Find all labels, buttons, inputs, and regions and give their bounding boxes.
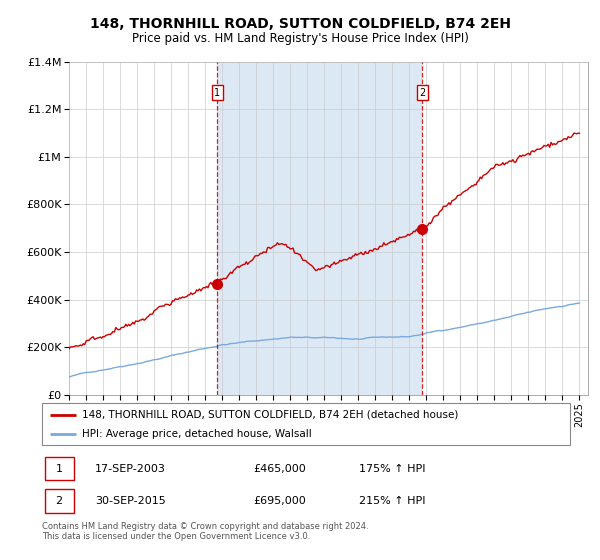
Text: Price paid vs. HM Land Registry's House Price Index (HPI): Price paid vs. HM Land Registry's House …	[131, 32, 469, 45]
Text: £695,000: £695,000	[253, 496, 306, 506]
FancyBboxPatch shape	[44, 489, 74, 512]
Text: HPI: Average price, detached house, Walsall: HPI: Average price, detached house, Wals…	[82, 429, 311, 439]
Text: 215% ↑ HPI: 215% ↑ HPI	[359, 496, 425, 506]
FancyBboxPatch shape	[42, 403, 570, 445]
Text: 2: 2	[55, 496, 62, 506]
Text: £465,000: £465,000	[253, 464, 306, 474]
Text: 1: 1	[214, 87, 220, 97]
Text: 1: 1	[55, 464, 62, 474]
FancyBboxPatch shape	[44, 457, 74, 480]
Text: 148, THORNHILL ROAD, SUTTON COLDFIELD, B74 2EH (detached house): 148, THORNHILL ROAD, SUTTON COLDFIELD, B…	[82, 410, 458, 420]
Text: Contains HM Land Registry data © Crown copyright and database right 2024.
This d: Contains HM Land Registry data © Crown c…	[42, 522, 368, 542]
Text: 17-SEP-2003: 17-SEP-2003	[95, 464, 166, 474]
Text: 148, THORNHILL ROAD, SUTTON COLDFIELD, B74 2EH: 148, THORNHILL ROAD, SUTTON COLDFIELD, B…	[89, 17, 511, 31]
Bar	[217, 62, 422, 395]
Text: 30-SEP-2015: 30-SEP-2015	[95, 496, 166, 506]
Text: 2: 2	[419, 87, 425, 97]
Text: 175% ↑ HPI: 175% ↑ HPI	[359, 464, 425, 474]
